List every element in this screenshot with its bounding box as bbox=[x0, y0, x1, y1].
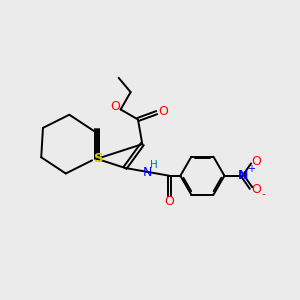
Text: O: O bbox=[251, 155, 261, 169]
Text: O: O bbox=[158, 105, 168, 118]
Text: S: S bbox=[94, 152, 103, 165]
Text: N: N bbox=[238, 169, 248, 182]
Text: O: O bbox=[164, 195, 174, 208]
Text: -: - bbox=[261, 190, 266, 200]
Text: O: O bbox=[251, 183, 261, 196]
Text: N: N bbox=[142, 166, 152, 179]
Text: O: O bbox=[110, 100, 120, 113]
Text: H: H bbox=[150, 160, 158, 170]
Text: +: + bbox=[247, 164, 255, 174]
